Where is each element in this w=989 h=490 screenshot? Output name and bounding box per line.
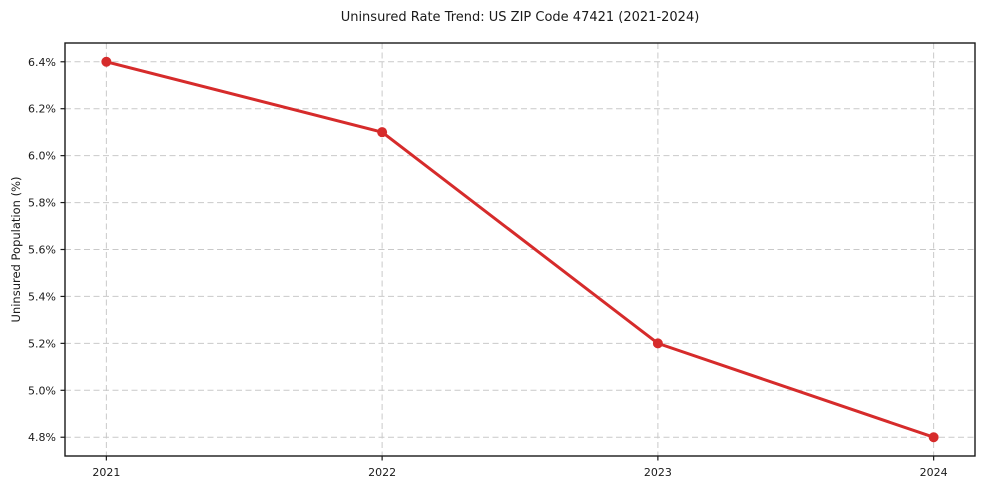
data-point [377, 127, 388, 138]
y-axis-label: Uninsured Population (%) [9, 177, 23, 323]
y-tick-label: 5.4% [28, 290, 56, 303]
x-tick-label: 2024 [920, 466, 948, 479]
y-tick-label: 6.2% [28, 103, 56, 116]
data-point [652, 338, 663, 349]
data-point [101, 56, 112, 67]
y-tick-label: 5.2% [28, 337, 56, 350]
y-tick-label: 5.8% [28, 197, 56, 210]
y-tick-label: 5.6% [28, 244, 56, 257]
y-tick-label: 4.8% [28, 431, 56, 444]
plot-area: 4.8% 5.0% 5.2% 5.4% 5.6% 5.8% 6.0% 6.2% 6.4% 2021… [28, 42, 976, 479]
data-point [928, 432, 939, 443]
y-tick-label: 6.4% [28, 56, 56, 69]
x-tick-label: 2023 [644, 466, 672, 479]
plot-border [64, 42, 976, 457]
x-tick-label: 2021 [92, 466, 120, 479]
y-tick-label: 6.0% [28, 150, 56, 163]
trend-line [104, 60, 936, 439]
chart-title: Uninsured Rate Trend: US ZIP Code 47421 … [341, 10, 700, 25]
y-tick-label: 5.0% [28, 384, 56, 397]
x-tick-label: 2022 [368, 466, 396, 479]
